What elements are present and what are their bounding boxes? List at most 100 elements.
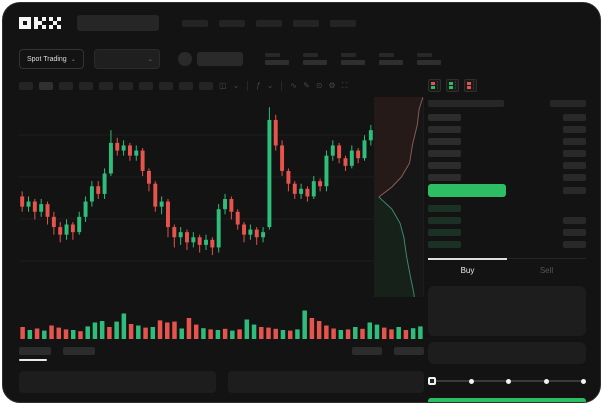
timeframe-button-8[interactable]	[159, 82, 173, 90]
orderbook-header	[428, 100, 586, 107]
candle-44	[292, 183, 297, 194]
toolbar-divider	[247, 81, 249, 91]
candlestick-chart[interactable]	[19, 97, 374, 297]
bid-row-3[interactable]	[428, 226, 586, 238]
stat-label-placeholder	[302, 53, 318, 57]
ticker-stat-5	[416, 53, 441, 65]
amount-field[interactable]	[428, 342, 586, 364]
stat-label-placeholder	[264, 53, 280, 57]
price-placeholder	[428, 240, 461, 248]
nav-item-1[interactable]	[182, 19, 208, 27]
stat-label-placeholder	[378, 53, 394, 57]
candle-10	[77, 216, 82, 233]
timeframe-button-7[interactable]	[139, 82, 153, 90]
last-price-highlight	[428, 184, 506, 197]
ask-row-4[interactable]	[428, 147, 586, 159]
timeframe-button-6[interactable]	[119, 82, 133, 90]
ask-row-3[interactable]	[428, 135, 586, 147]
price-placeholder	[428, 204, 461, 212]
nav-item-2[interactable]	[219, 19, 245, 27]
bottom-tab-bar	[19, 339, 424, 365]
nav-item-4[interactable]	[293, 19, 319, 27]
price-placeholder	[428, 228, 461, 236]
amount-placeholder	[563, 240, 586, 248]
tab-sell[interactable]: Sell	[539, 266, 554, 275]
timeframe-button-5[interactable]	[99, 82, 113, 90]
snapshot-icon[interactable]: ⊙	[315, 81, 323, 90]
candle-43	[286, 170, 291, 184]
settings-icon[interactable]: ⚙	[328, 81, 336, 90]
bottom-bar-action-2[interactable]	[394, 347, 424, 355]
ask-row-6[interactable]	[428, 171, 586, 183]
bid-row-4[interactable]	[428, 238, 586, 250]
orderbook-mode-switcher	[428, 77, 586, 93]
chevron-down-icon[interactable]: ⌄	[266, 81, 274, 90]
price-placeholder	[428, 149, 461, 157]
candle-14	[102, 173, 107, 194]
candle-30	[204, 239, 208, 245]
draw-icon[interactable]: ✎	[303, 81, 310, 90]
slider-stop-50pct[interactable]	[506, 378, 511, 384]
candle-33	[223, 199, 227, 210]
timeframe-button-3[interactable]	[59, 82, 73, 90]
orders-panel-2	[227, 371, 424, 393]
buy-button[interactable]	[428, 398, 586, 402]
candle-18	[127, 145, 132, 156]
candle-21	[146, 170, 151, 184]
bottom-tab-2[interactable]	[63, 347, 95, 355]
search-input[interactable]	[77, 15, 159, 31]
okx-logo-icon[interactable]	[19, 17, 61, 29]
timeframe-button-2[interactable]	[39, 82, 53, 90]
candle-23	[159, 201, 164, 207]
candle-19	[134, 150, 139, 156]
bottom-bar-action-1[interactable]	[352, 347, 382, 355]
market-type-selector[interactable]: Spot Trading ⌄	[19, 49, 84, 69]
candle-37	[248, 229, 253, 235]
timeframe-button-9[interactable]	[179, 82, 193, 90]
timeframe-button-10[interactable]	[199, 82, 213, 90]
bid-row-2[interactable]	[428, 214, 586, 226]
nav-item-5[interactable]	[330, 19, 356, 27]
book-bids-icon[interactable]	[446, 78, 459, 92]
book-asks-icon[interactable]	[464, 78, 477, 92]
timeframe-button-1[interactable]	[19, 82, 33, 90]
last-price-row[interactable]	[428, 184, 586, 197]
chart-type-icon[interactable]: ◫	[219, 81, 227, 90]
timeframe-button-4[interactable]	[79, 82, 93, 90]
candle-40	[267, 119, 272, 228]
volume-chart	[19, 305, 424, 339]
stat-label-placeholder	[340, 53, 356, 57]
bid-row-1[interactable]	[428, 202, 586, 214]
slider-stop-100pct[interactable]	[581, 378, 586, 384]
bottom-tab-1[interactable]	[19, 347, 51, 361]
candle-16	[115, 142, 120, 151]
candle-38	[254, 229, 259, 238]
ask-row-2[interactable]	[428, 123, 586, 135]
candle-48	[318, 181, 323, 187]
book-combined-icon[interactable]	[428, 78, 441, 92]
indicator-icon[interactable]: ƒ	[256, 81, 261, 90]
tab-buy[interactable]: Buy	[428, 258, 507, 280]
ticker-stat-1	[264, 53, 289, 65]
amount-placeholder	[563, 173, 586, 181]
amount-placeholder	[563, 137, 586, 145]
slider-stop-25pct[interactable]	[468, 378, 474, 384]
slider-stop-75pct[interactable]	[543, 378, 549, 384]
logo-letter-K	[34, 17, 46, 29]
ask-row-1[interactable]	[428, 111, 586, 123]
candle-15	[108, 142, 113, 174]
ask-row-5[interactable]	[428, 159, 586, 171]
fullscreen-icon[interactable]: ⛶	[341, 81, 348, 90]
candle-4	[39, 204, 44, 212]
candle-11	[83, 201, 88, 217]
slider-stop-0pct[interactable]	[428, 377, 436, 385]
chevron-down-icon: ⌄	[70, 56, 76, 63]
line-tool-icon[interactable]: ∿	[290, 81, 298, 90]
ticker-stat-4	[378, 53, 403, 65]
nav-item-3[interactable]	[256, 19, 282, 27]
candle-27	[185, 232, 189, 243]
amount-slider[interactable]	[428, 368, 586, 394]
pair-selector[interactable]: ⌄	[93, 49, 160, 69]
price-field[interactable]	[428, 286, 586, 336]
chevron-down-icon[interactable]: ⌄	[232, 81, 240, 90]
